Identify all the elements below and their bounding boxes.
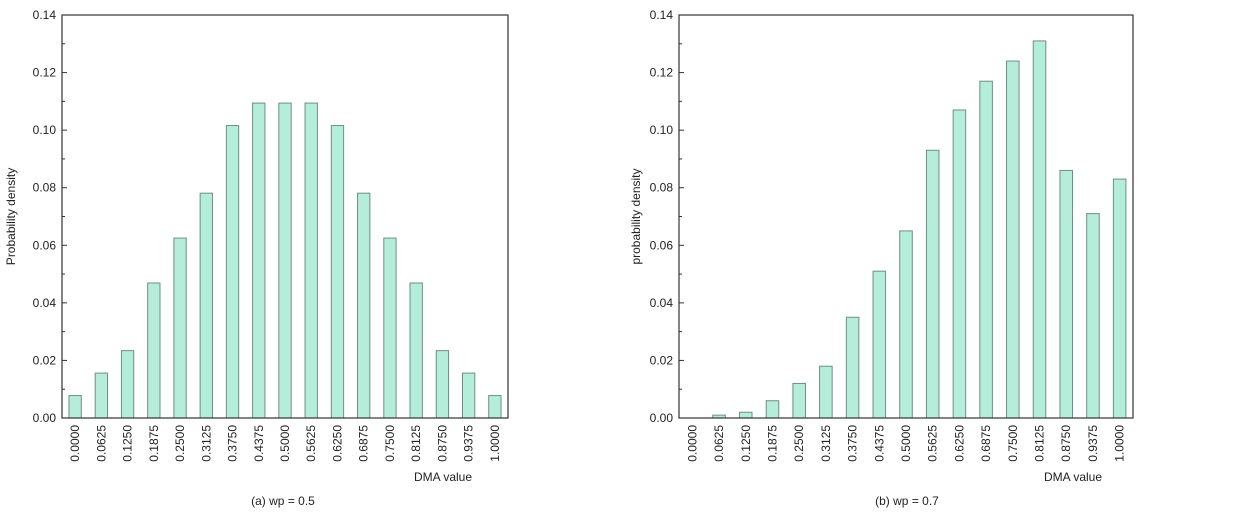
bar	[383, 237, 397, 419]
x-tick-label: 0.8750	[435, 425, 449, 462]
y-tick-label: 0.12	[650, 66, 674, 80]
x-tick-label: 1.0000	[488, 425, 502, 462]
bar	[409, 282, 423, 419]
bar	[330, 125, 345, 419]
x-axis-label: DMA value	[414, 470, 472, 484]
bar	[819, 365, 833, 419]
x-tick-label: 0.9375	[462, 425, 476, 462]
bar	[488, 395, 502, 419]
x-tick-label: 0.6875	[979, 425, 993, 462]
bar	[872, 270, 887, 419]
x-axis-label: DMA value	[1044, 470, 1102, 484]
x-tick-label: 0.1875	[147, 425, 161, 462]
bar	[1086, 213, 1100, 419]
x-tick-label: 0.7500	[1006, 425, 1020, 462]
x-tick-label: 0.1250	[121, 425, 135, 462]
y-tick-label: 0.02	[650, 353, 674, 367]
x-tick-label: 0.5000	[278, 425, 292, 462]
bar	[173, 237, 187, 419]
bar	[845, 316, 860, 419]
bar	[252, 102, 266, 419]
x-tick-label: 0.8125	[409, 425, 423, 462]
y-tick-label: 0.10	[33, 123, 57, 137]
x-tick-label: 0.4375	[252, 425, 266, 462]
x-tick-label: 0.9375	[1086, 425, 1100, 462]
bar	[1059, 169, 1074, 419]
y-tick-label: 0.14	[33, 8, 57, 22]
bar	[94, 372, 109, 419]
x-tick-label: 0.0625	[94, 425, 108, 462]
x-tick-label: 0.5000	[899, 425, 913, 462]
x-tick-label: 0.6250	[952, 425, 966, 462]
y-tick-label: 0.06	[33, 238, 57, 252]
bar	[199, 192, 213, 419]
x-tick-label: 0.8125	[1033, 425, 1047, 462]
x-tick-label: 0.0625	[712, 425, 726, 462]
y-tick-label: 0.08	[650, 181, 674, 195]
x-tick-label: 0.5625	[926, 425, 940, 462]
x-tick-label: 0.2500	[792, 425, 806, 462]
x-tick-label: 0.3750	[226, 425, 240, 462]
x-tick-label: 0.1875	[765, 425, 779, 462]
chart-panel-b: 0.0000 0.0625 0.1250 0.1875 0.2500 0.3125 0.37…	[629, 8, 1134, 508]
bar	[357, 192, 371, 419]
x-tick-label: 0.8750	[1059, 425, 1073, 462]
bar	[899, 230, 913, 419]
x-tick-label: 0.2500	[173, 425, 187, 462]
y-tick-label: 0.04	[650, 296, 674, 310]
y-tick-label: 0.02	[33, 353, 57, 367]
x-tick-label: 0.5625	[304, 425, 318, 462]
y-tick-label: 0.12	[33, 66, 57, 80]
y-tick-label: 0.10	[650, 123, 674, 137]
chart-panel-a: 0.0000 0.0625 0.1250 0.1875 0.2500 0.3125 0.37…	[4, 8, 509, 508]
x-tick-label: 0.3125	[199, 425, 213, 462]
y-tick-label: 0.00	[650, 411, 674, 425]
x-tick-label: 0.6250	[330, 425, 344, 462]
x-tick-label: 0.1250	[739, 425, 753, 462]
x-tick-label: 0.3125	[819, 425, 833, 462]
bar	[1032, 40, 1047, 419]
x-tick-label: 0.0000	[68, 425, 82, 462]
bar	[120, 350, 135, 419]
y-axis-label: probability density	[629, 168, 643, 264]
y-tick-label: 0.06	[650, 238, 674, 252]
bar	[979, 80, 993, 419]
x-tick-label: 0.7500	[383, 425, 397, 462]
y-tick-label: 0.04	[33, 296, 57, 310]
chart-caption: (a) wp = 0.5	[251, 494, 315, 508]
bar	[304, 102, 318, 419]
x-tick-label: 0.4375	[872, 425, 886, 462]
y-tick-label: 0.00	[33, 411, 57, 425]
bar	[278, 102, 292, 419]
y-tick-label: 0.08	[33, 181, 57, 195]
y-axis-label: Probability density	[4, 168, 18, 265]
x-tick-label: 1.0000	[1113, 425, 1127, 462]
bar	[147, 282, 161, 419]
bar	[1112, 178, 1127, 419]
bar	[952, 109, 967, 419]
bar	[1006, 60, 1020, 419]
bar	[225, 125, 240, 419]
bar	[765, 400, 780, 419]
chart-caption: (b) wp = 0.7	[875, 494, 939, 508]
x-tick-label: 0.3750	[846, 425, 860, 462]
bar	[792, 382, 806, 419]
x-tick-label: 0.0000	[685, 425, 699, 462]
bar	[738, 411, 753, 419]
x-tick-label: 0.6875	[357, 425, 371, 462]
bar	[68, 395, 82, 419]
bar	[925, 149, 940, 419]
bar	[435, 350, 450, 419]
y-tick-label: 0.14	[650, 8, 674, 22]
bar	[461, 372, 476, 419]
